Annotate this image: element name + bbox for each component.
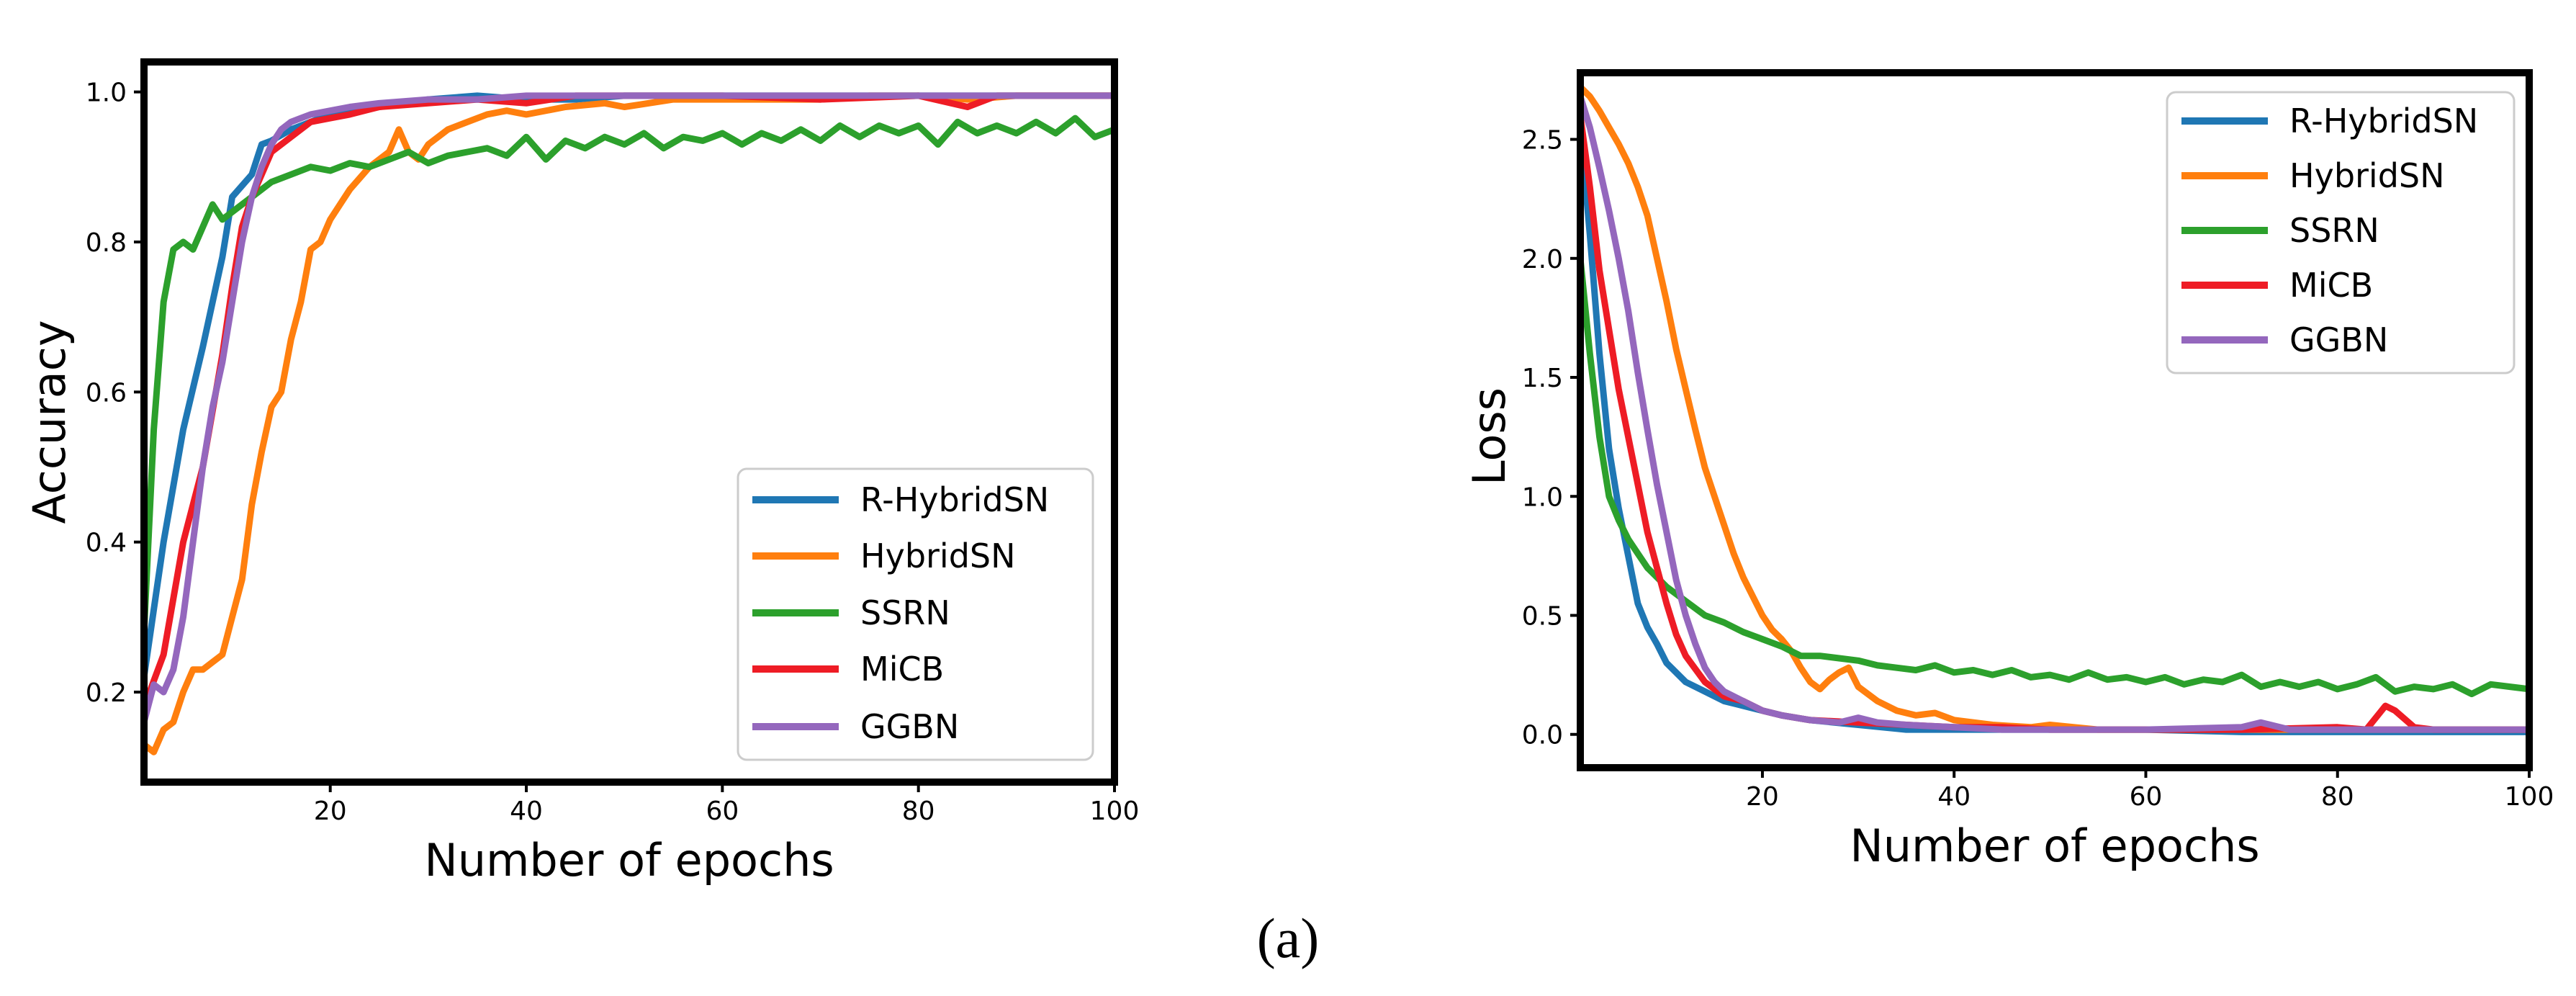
loss-legend-label-hybridsn: HybridSN bbox=[2289, 156, 2445, 195]
accuracy-legend-label-micb: MiCB bbox=[860, 650, 944, 688]
accuracy-y-tick-label: 0.2 bbox=[86, 678, 127, 708]
accuracy-legend: R-HybridSN HybridSN SSRN MiCB GGBN bbox=[737, 467, 1094, 761]
loss-y-axis-label: Loss bbox=[1463, 387, 1516, 485]
accuracy-legend-box bbox=[737, 467, 1094, 761]
accuracy-x-tick-label: 80 bbox=[902, 797, 935, 826]
accuracy-lines bbox=[140, 92, 1118, 755]
accuracy-y-tick-label: 0.6 bbox=[86, 378, 127, 408]
accuracy-x-tick-label: 100 bbox=[1090, 797, 1140, 826]
figure-caption: (a) bbox=[1256, 907, 1320, 969]
accuracy-legend-label-hybridsn: HybridSN bbox=[860, 537, 1016, 575]
loss-y-ticks: 0.0 0.5 1.0 1.5 2.0 2.5 bbox=[1522, 126, 1580, 750]
loss-legend-box bbox=[2166, 91, 2516, 374]
accuracy-legend-label-ggbn: GGBN bbox=[860, 707, 959, 746]
loss-lines bbox=[1577, 84, 2533, 735]
loss-y-tick-label: 0.5 bbox=[1522, 601, 1563, 631]
loss-y-tick-label: 0.0 bbox=[1522, 721, 1563, 750]
loss-y-tick-label: 2.0 bbox=[1522, 245, 1563, 274]
loss-y-tick-label: 1.0 bbox=[1522, 483, 1563, 512]
loss-legend-label-ggbn: GGBN bbox=[2289, 320, 2388, 359]
accuracy-series-ggbn bbox=[140, 92, 1118, 726]
loss-x-tick-label: 60 bbox=[2130, 782, 2163, 812]
accuracy-series-ssrn bbox=[140, 115, 1118, 636]
loss-legend-label-ssrn: SSRN bbox=[2289, 211, 2379, 250]
loss-x-ticks: 20 40 60 80 100 bbox=[1746, 768, 2554, 812]
accuracy-legend-label-r-hybridsn: R-HybridSN bbox=[860, 480, 1049, 519]
loss-x-tick-label: 20 bbox=[1746, 782, 1779, 812]
accuracy-x-tick-label: 60 bbox=[706, 797, 739, 826]
accuracy-y-tick-label: 1.0 bbox=[86, 78, 127, 108]
loss-legend: R-HybridSN HybridSN SSRN MiCB GGBN bbox=[2166, 91, 2516, 374]
accuracy-plot-frame bbox=[140, 58, 1118, 786]
loss-chart: 0.0 0.5 1.0 1.5 2.0 2.5 20 40 60 80 100 Loss Numb… bbox=[1463, 69, 2554, 872]
accuracy-y-tick-label: 0.4 bbox=[86, 529, 127, 558]
accuracy-y-ticks: 0.2 0.4 0.6 0.8 1.0 bbox=[86, 78, 144, 708]
loss-legend-label-r-hybridsn: R-HybridSN bbox=[2289, 102, 2478, 140]
accuracy-chart: 0.2 0.4 0.6 0.8 1.0 20 40 60 80 100 Accuracy Num… bbox=[23, 58, 1140, 887]
loss-y-tick-label: 1.5 bbox=[1522, 364, 1563, 393]
loss-x-tick-label: 40 bbox=[1937, 782, 1971, 812]
accuracy-legend-label-ssrn: SSRN bbox=[860, 593, 950, 632]
accuracy-x-tick-label: 20 bbox=[314, 797, 347, 826]
loss-plot-frame bbox=[1577, 69, 2533, 771]
loss-legend-label-micb: MiCB bbox=[2289, 266, 2373, 305]
accuracy-y-axis-label: Accuracy bbox=[23, 320, 76, 524]
accuracy-x-ticks: 20 40 60 80 100 bbox=[314, 782, 1140, 826]
loss-series-ggbn bbox=[1577, 93, 2533, 733]
loss-x-tick-label: 100 bbox=[2505, 782, 2554, 812]
accuracy-y-tick-label: 0.8 bbox=[86, 228, 127, 258]
loss-x-axis-label: Number of epochs bbox=[1850, 820, 2259, 872]
accuracy-x-tick-label: 40 bbox=[510, 797, 543, 826]
loss-x-tick-label: 80 bbox=[2321, 782, 2354, 812]
accuracy-x-axis-label: Number of epochs bbox=[424, 834, 834, 887]
loss-y-tick-label: 2.5 bbox=[1522, 126, 1563, 156]
